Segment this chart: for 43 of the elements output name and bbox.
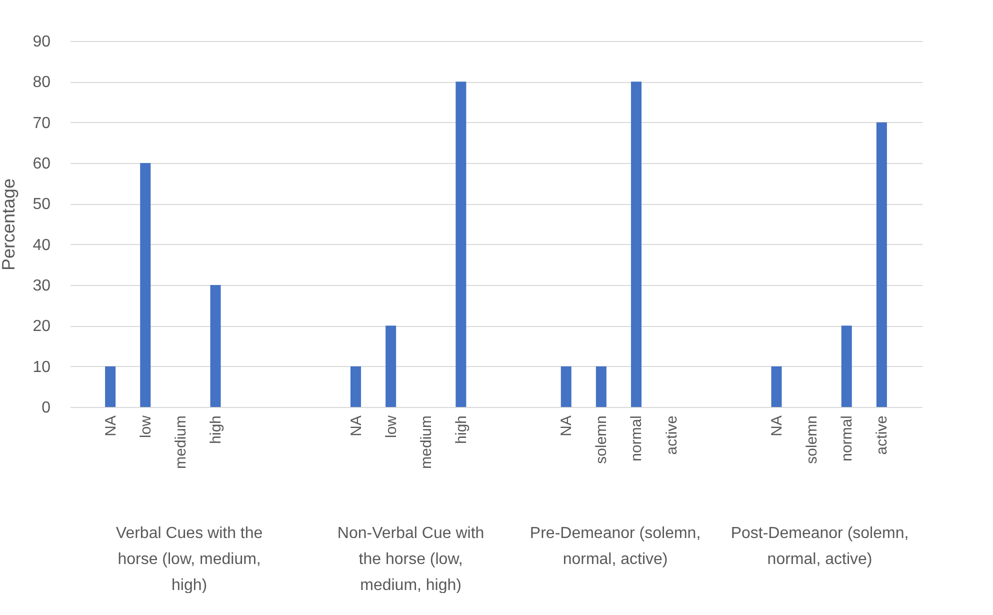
x-tick-label: NA (102, 416, 120, 436)
x-tick-label: active (663, 416, 680, 455)
x-tick-label: high (452, 416, 470, 444)
x-tick-label: NA (348, 416, 365, 436)
x-tick-label: low (137, 415, 154, 438)
bar (386, 326, 396, 407)
x-tick-label: NA (558, 416, 576, 436)
y-axis-title: Percentage (0, 178, 19, 271)
bar (350, 366, 362, 407)
text: Post-Demeanor (solemn, normal, active) (730, 525, 909, 568)
x-tick-label: medium (418, 416, 435, 469)
x-tick-label: medium (172, 416, 190, 469)
x-tick-label: NA (768, 416, 786, 436)
y-tick-label: 70 (32, 114, 51, 132)
bar (876, 122, 887, 407)
x-tick-label: active (874, 416, 891, 455)
y-tick-label: 10 (32, 358, 51, 376)
bar (596, 366, 606, 407)
y-tick-label: 40 (32, 236, 51, 254)
bar (140, 163, 151, 407)
bar (105, 366, 116, 407)
x-tick-label: solemn (804, 416, 821, 464)
x-tick-label: low (382, 415, 400, 438)
text: Verbal Cues with the horse (low, medium, high) (116, 525, 263, 594)
y-tick-label: 30 (32, 278, 51, 294)
x-tick-label: solemn (593, 416, 610, 464)
y-tick-label: 60 (32, 156, 51, 172)
x-tick-label: high (208, 416, 225, 444)
y-tick-label: 80 (32, 74, 51, 92)
y-tick-label: 0 (42, 400, 51, 416)
bar (841, 326, 852, 407)
y-tick-label: 90 (32, 34, 51, 50)
x-tick-label: normal (838, 416, 856, 462)
bar (771, 366, 782, 407)
y-tick-label: 50 (32, 196, 51, 214)
bar (456, 82, 466, 407)
text: Pre-Demeanor (solemn, normal, active) (530, 525, 701, 568)
bar (210, 285, 221, 407)
x-tick-label: normal (628, 416, 646, 462)
text: Non-Verbal Cue with the horse (low, medium, high) (337, 525, 484, 594)
bar (560, 366, 572, 407)
y-tick-label: 20 (32, 318, 51, 336)
bar (630, 82, 642, 407)
